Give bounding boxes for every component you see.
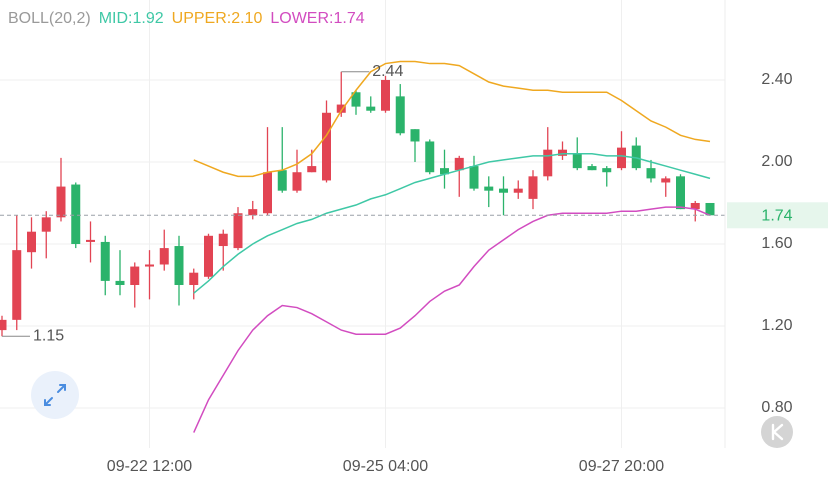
y-tick-label: 2.00 [761,153,792,170]
band-line [193,60,711,178]
candle-body [263,172,272,214]
candle-body [351,92,361,107]
candle-body [558,149,567,156]
candle-body [41,217,51,232]
candle-body [12,250,22,320]
candle-body [366,106,376,111]
candle-body [218,233,228,247]
candle-body [543,149,553,177]
candle-body [469,166,479,189]
legend-entry: UPPER:2.10 [172,10,263,27]
candle-body [661,178,671,183]
candle-body [307,166,317,173]
x-tick-label: 09-25 04:00 [343,458,429,475]
x-tick-label: 09-27 20:00 [579,458,665,475]
candle-body [130,266,140,285]
legend-entry: MID:1.92 [99,10,164,27]
candle-body [440,168,449,175]
expand-button[interactable] [31,371,79,419]
high-label: 2.44 [372,63,403,80]
band-line [193,153,711,294]
last-price-box [727,202,828,229]
candle-body [100,241,110,281]
candle-body [646,168,656,179]
candle-body [71,184,81,244]
candle-body [115,280,125,285]
candle-body [587,166,597,171]
candle-body [617,147,626,169]
candle-body [189,272,199,285]
candle-body [454,157,464,171]
expand-button-bg[interactable] [31,371,79,419]
candle-body [513,188,523,193]
candle-body [484,186,494,191]
low-label: 1.15 [33,327,64,344]
candle-body [174,246,184,285]
y-tick-label: 0.80 [761,399,792,416]
candle-body [705,202,715,216]
candle-body [86,239,95,242]
y-tick-label: 1.60 [761,235,792,252]
legend: BOLL(20,2) MID:1.92 UPPER:2.10 LOWER:1.74 [8,10,365,27]
candle-body [499,188,508,193]
candle-body [631,145,641,169]
expand-icon[interactable] [44,384,66,406]
candle-body [690,202,700,210]
candle-body [572,153,582,169]
y-tick-label: 1.20 [761,317,792,334]
candle-body [159,248,169,265]
y-tick-label: 2.40 [761,71,792,88]
kline-button-bg[interactable] [761,416,793,448]
candle-body [56,186,66,218]
marks: 2.44 1.15 [0,60,725,433]
candle-body [336,104,346,113]
candle-body [381,79,390,111]
candle-body [27,231,36,253]
candle-body [395,96,405,134]
band-line [193,206,711,433]
candle-body [145,264,154,267]
candle-body [410,129,420,142]
candle-body [425,141,435,173]
candle-body [277,170,287,191]
candle-body [204,235,213,277]
candle-body [602,168,612,173]
candle-body [0,319,7,331]
indicator-label: BOLL(20,2) [8,10,91,27]
candle-body [233,213,243,249]
candle-body [322,112,331,181]
candle-body [676,176,685,210]
candle-body [292,172,302,191]
last-price-label: 1.74 [761,208,792,225]
x-tick-label: 09-22 12:00 [107,458,193,475]
legend-entry: LOWER:1.74 [270,10,364,27]
kline-icon[interactable] [771,423,784,441]
grid: 0.80 1.20 1.60 2.00 2.40 09-22 12:00 09-25 04:… [0,0,793,475]
candle-body [248,209,258,216]
candle-body [528,176,538,199]
kline-button[interactable] [761,416,793,448]
